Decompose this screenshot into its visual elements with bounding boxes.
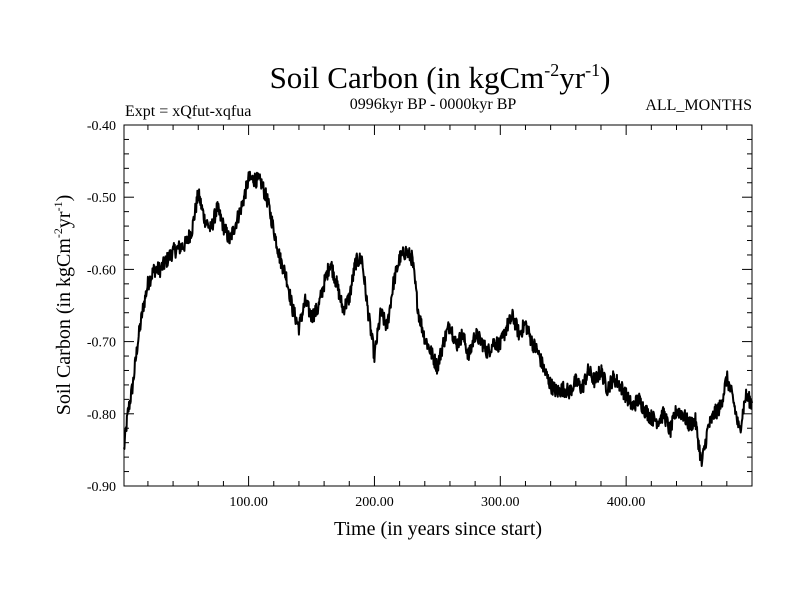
y-axis-label: Soil Carbon (in kgCm-2yr-1)	[51, 195, 75, 416]
y-tick-label: -0.90	[87, 480, 116, 495]
x-tick-label: 300.00	[481, 495, 520, 510]
y-axis-label-end: )	[53, 195, 75, 202]
y-axis: -0.40 -0.50 -0.60 -0.70 -0.80 -0.90	[87, 119, 752, 495]
x-axis-label: Time (in years since start)	[334, 518, 542, 540]
period-label: 0996kyr BP - 0000kyr BP	[350, 96, 517, 113]
x-tick-label: 100.00	[229, 495, 268, 510]
y-tick-label: -0.70	[87, 336, 116, 351]
chart-title: Soil Carbon (in kgCm-2yr-1)	[270, 60, 611, 95]
series-line-soil-carbon	[123, 170, 753, 467]
chart-title-end: )	[600, 60, 610, 95]
y-tick-label: -0.50	[87, 191, 116, 206]
chart-title-main: Soil Carbon (in kgCm	[270, 60, 545, 95]
months-label: ALL_MONTHS	[645, 97, 752, 114]
y-axis-label-main: Soil Carbon (in kgCm	[53, 238, 75, 416]
y-tick-label: -0.60	[87, 263, 116, 278]
x-tick-label: 400.00	[607, 495, 646, 510]
plot-frame	[123, 124, 753, 487]
y-tick-label: -0.40	[87, 119, 116, 134]
x-axis: 100.00 200.00 300.00 400.00	[147, 125, 728, 510]
y-axis-label-sup2: -1	[51, 201, 65, 211]
x-tick-label: 200.00	[355, 495, 394, 510]
y-axis-label-mid: yr	[53, 211, 75, 228]
y-tick-label: -0.80	[87, 408, 116, 423]
chart-title-sup2: -1	[585, 60, 600, 80]
expt-label: Expt = xQfut-xqfua	[125, 103, 251, 120]
chart-title-sup1: -2	[544, 60, 559, 80]
y-axis-label-sup1: -2	[51, 228, 65, 238]
chart-title-mid: yr	[559, 60, 586, 95]
